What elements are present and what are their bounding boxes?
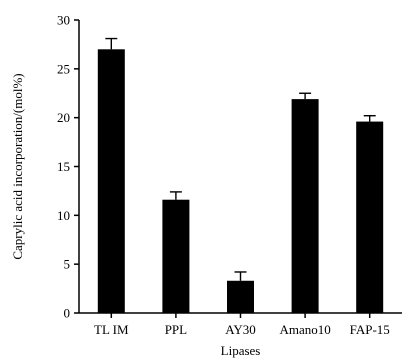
y-tick-label: 5 (64, 257, 71, 272)
bar (227, 280, 254, 313)
bar (162, 199, 190, 313)
x-tick-label: AY30 (225, 322, 256, 337)
axes (78, 20, 402, 314)
bar (97, 49, 125, 314)
y-tick-label: 30 (57, 13, 70, 28)
y-tick-label: 15 (57, 159, 70, 174)
x-tick-label: TL IM (94, 322, 129, 337)
bar (291, 99, 319, 313)
x-axis-title: Lipases (221, 343, 261, 358)
bars (97, 37, 384, 314)
x-tick-label: Amano10 (279, 322, 330, 337)
y-ticks: 0 5 10 15 20 25 30 (57, 13, 79, 321)
y-tick-label: 0 (64, 306, 71, 321)
x-tick-label: FAP-15 (350, 322, 390, 337)
y-tick-label: 20 (57, 110, 70, 125)
bar (356, 121, 384, 313)
x-tick-label: PPL (165, 322, 187, 337)
y-tick-label: 10 (57, 208, 70, 223)
x-tick-labels: TL IM PPL AY30 Amano10 FAP-15 (94, 313, 390, 337)
y-axis-title: Caprylic acid incorporation/(mol%) (10, 73, 25, 259)
y-tick-label: 25 (57, 61, 70, 76)
